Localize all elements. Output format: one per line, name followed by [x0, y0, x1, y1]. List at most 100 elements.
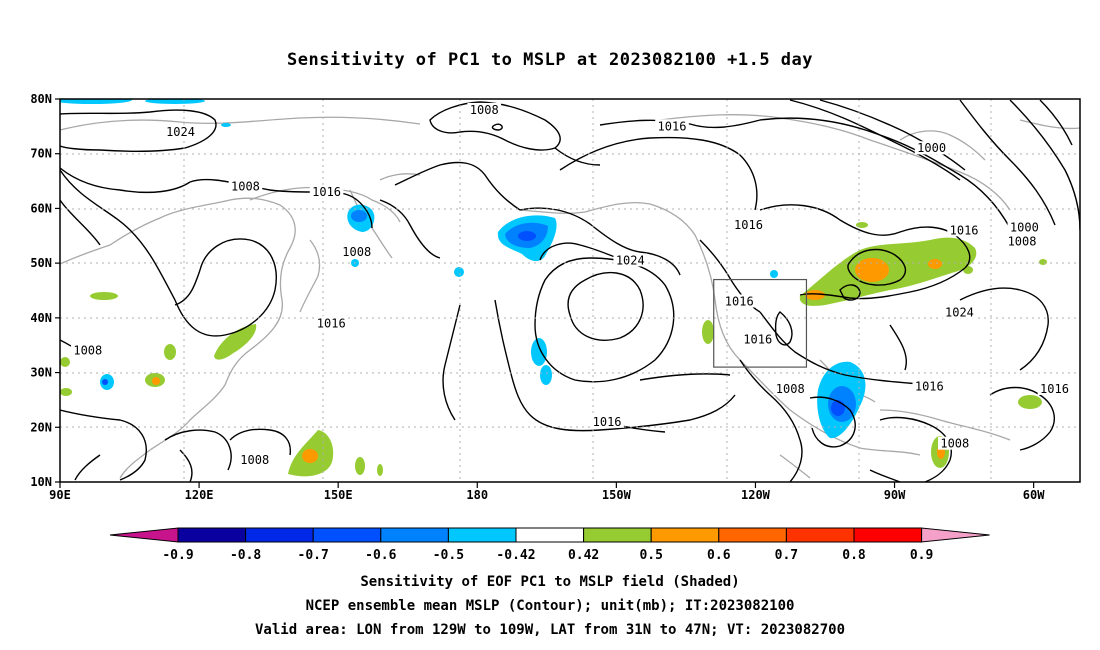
contour-label: 1016 — [915, 379, 944, 393]
valid-area-box — [713, 278, 808, 368]
lon-tick-label: 90W — [884, 488, 906, 502]
colorbar-segment — [447, 527, 517, 543]
contour-label-bg — [942, 305, 977, 319]
shaded-sensitivity — [60, 99, 1047, 477]
contour-label-bg — [309, 185, 344, 199]
contour-label-bg — [773, 381, 808, 395]
contour-label-bg — [914, 141, 949, 155]
colorbar-label: 0.9 — [910, 548, 933, 563]
contour-label-bg — [947, 223, 981, 237]
contour-label-bg — [1005, 234, 1039, 248]
contour-label: 1016 — [312, 185, 341, 199]
footer-line-2: NCEP ensemble mean MSLP (Contour); unit(… — [305, 598, 795, 614]
contour-label: 1016 — [1040, 382, 1069, 396]
lon-tick-label: 150W — [602, 488, 632, 502]
contour-label-bg — [590, 414, 624, 428]
colorbar-label: 0.8 — [842, 548, 866, 563]
contour-label-bg — [314, 316, 349, 330]
contour-label-bg — [613, 253, 648, 267]
colorbar-label: -0.7 — [298, 548, 329, 563]
lat-tick-label: 50N — [30, 256, 52, 270]
colorbar-segment — [583, 527, 652, 543]
contour-label: 1008 — [231, 180, 260, 194]
colorbar-label: -0.9 — [162, 548, 193, 563]
lat-tick-label: 70N — [30, 147, 52, 161]
contour-label: 1016 — [317, 316, 346, 330]
contour-label: 1008 — [73, 344, 102, 358]
contour-label: 1016 — [743, 333, 772, 347]
lon-tick-label: 90E — [49, 488, 71, 502]
lon-tick-label: 180 — [466, 488, 488, 502]
footer-line-1: Sensitivity of EOF PC1 to MSLP field (Sh… — [360, 574, 740, 590]
map-title: Sensitivity of PC1 to MSLP at 2023082100… — [286, 50, 813, 70]
colorbar-segment — [785, 527, 855, 543]
contour-label: 1016 — [725, 294, 754, 308]
colorbar-segment — [177, 527, 247, 543]
contour-label: 1016 — [658, 119, 687, 133]
lon-axis: 90E 120E 150E 180 150W 120W 90W 60W — [49, 482, 1045, 502]
contour-label-bg — [71, 343, 105, 357]
lat-tick-label: 80N — [30, 92, 52, 106]
contour-label-bg — [740, 332, 775, 346]
lat-axis: 80N 70N 60N 50N 40N 30N 20N 10N — [30, 92, 60, 489]
colorbar: -0.9 -0.8 -0.7 -0.6 -0.5 -0.42 0.42 0.5 0.6 0.7 0.… — [109, 527, 990, 563]
colorbar-segment — [380, 527, 449, 543]
contour-label: 1024 — [616, 253, 645, 267]
lat-tick-label: 20N — [30, 420, 52, 434]
colorbar-label: -0.8 — [230, 548, 261, 563]
contour-label-bg — [912, 379, 947, 393]
lon-tick-label: 60W — [1023, 488, 1045, 502]
contour-label: 1008 — [240, 453, 269, 467]
colorbar-label: 0.42 — [568, 548, 599, 563]
contour-label-bg — [722, 294, 757, 308]
contour-label: 1016 — [950, 223, 979, 237]
contour-label: 1008 — [776, 382, 805, 396]
contour-label: 1000 — [917, 141, 946, 155]
mslp-contours — [60, 99, 1080, 482]
contour-label-bg — [467, 102, 502, 116]
contour-label: 1016 — [593, 415, 622, 429]
contour-label: 1008 — [470, 103, 499, 117]
contour-label: 1008 — [940, 437, 969, 451]
contour-label: 1016 — [734, 218, 763, 232]
colorbar-segment — [515, 527, 585, 543]
colorbar-label: -0.6 — [365, 548, 396, 563]
colorbar-label: -0.5 — [433, 548, 464, 563]
contour-label-bg — [1037, 381, 1072, 395]
contour-label-bg — [339, 245, 374, 259]
contour-label-bg — [731, 217, 766, 231]
contour-label: 1008 — [1008, 234, 1037, 248]
map-frame — [59, 98, 1081, 483]
lon-tick-label: 150E — [324, 488, 353, 502]
lat-tick-label: 10N — [30, 475, 52, 489]
contour-label: 1000 — [1010, 221, 1039, 235]
colorbar-label: 0.5 — [639, 548, 662, 563]
contour-label-bg — [163, 124, 198, 138]
lat-tick-label: 60N — [30, 201, 52, 215]
contour-label-bg — [938, 436, 972, 450]
colorbar-label: 0.7 — [775, 548, 798, 563]
colorbar-high-arrow — [921, 527, 990, 543]
colorbar-label: 0.6 — [707, 548, 731, 563]
lat-tick-label: 40N — [30, 311, 52, 325]
colorbar-segment — [853, 527, 923, 543]
contour-label-bg — [228, 179, 263, 193]
contour-label: 1024 — [945, 305, 974, 319]
lon-tick-label: 120W — [741, 488, 771, 502]
contour-label: 1008 — [342, 245, 371, 259]
contour-label-bg — [655, 119, 689, 133]
contour-label-bg — [237, 453, 272, 467]
colorbar-segment — [718, 527, 787, 543]
colorbar-low-arrow — [109, 527, 179, 543]
footer-line-3: Valid area: LON from 129W to 109W, LAT f… — [254, 622, 845, 638]
lat-tick-label: 30N — [30, 366, 52, 380]
colorbar-segment — [312, 527, 382, 543]
contour-label: 1024 — [166, 125, 195, 139]
lon-tick-label: 120E — [185, 488, 214, 502]
colorbar-label: -0.42 — [496, 548, 535, 563]
colorbar-segment — [650, 527, 720, 543]
colorbar-segment — [245, 527, 314, 543]
contour-label-bg — [1007, 220, 1042, 234]
